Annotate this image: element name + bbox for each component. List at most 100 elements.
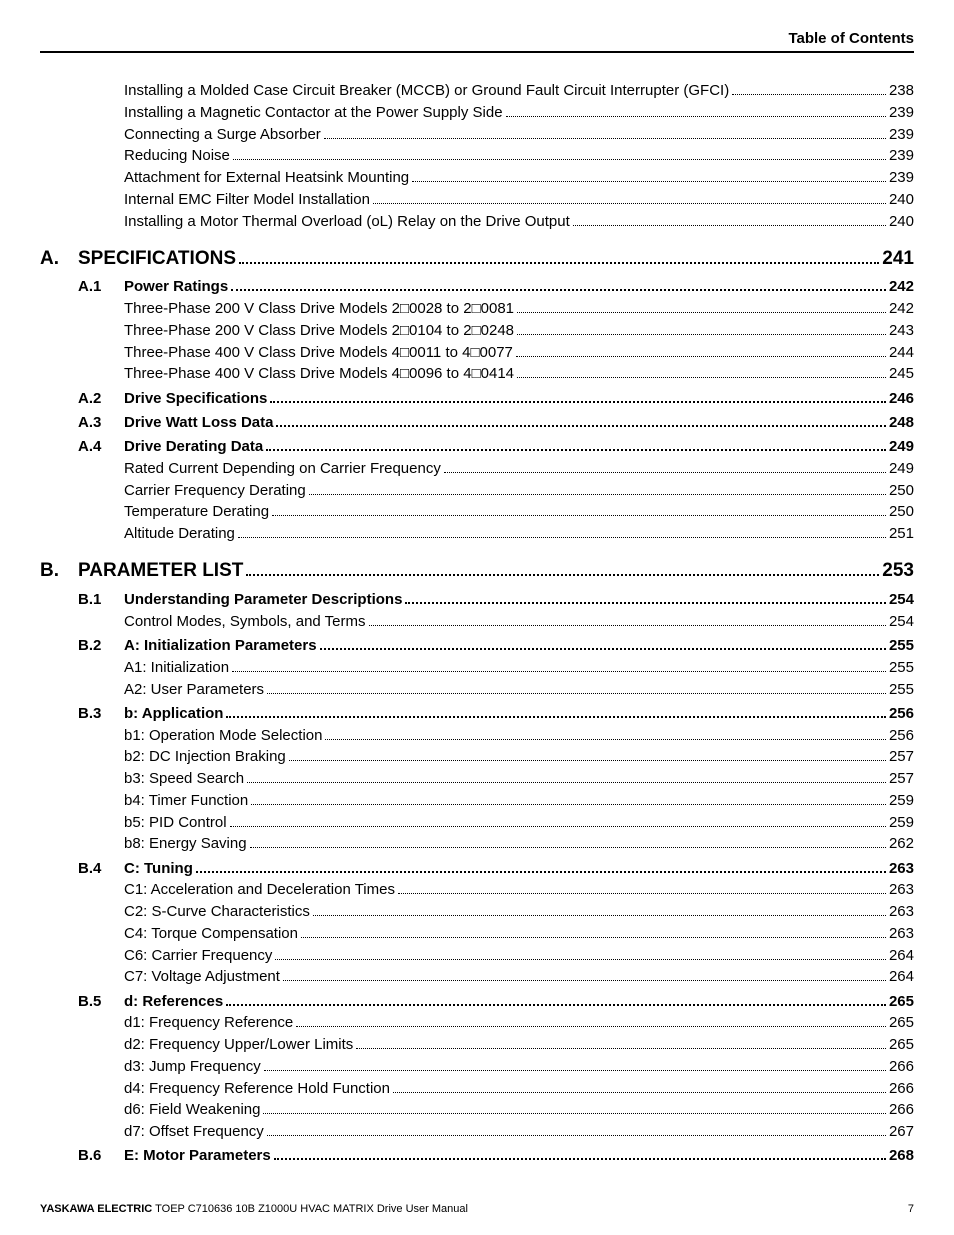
toc-entry-page: 256 [889, 704, 914, 724]
toc-entry: B.2A: Initialization Parameters255 [40, 636, 914, 656]
toc-entry-page: 266 [889, 1100, 914, 1120]
toc-leader-dots [276, 414, 885, 427]
toc-entry-page: 263 [889, 924, 914, 944]
toc-leader-dots [444, 461, 886, 473]
header-rule [40, 51, 914, 53]
toc-entry-page: 240 [889, 190, 914, 210]
toc-leader-dots [270, 390, 886, 403]
toc-entry-title: Drive Watt Loss Data [124, 413, 273, 433]
toc-entry-title: C1: Acceleration and Deceleration Times [124, 880, 395, 900]
toc-entry-title: b4: Timer Function [124, 791, 248, 811]
toc-leader-dots [517, 302, 886, 314]
toc-entry-title: C7: Voltage Adjustment [124, 967, 280, 987]
toc-entry: b1: Operation Mode Selection256 [40, 726, 914, 746]
toc-entry-title: d3: Jump Frequency [124, 1057, 261, 1077]
toc-entry: Connecting a Surge Absorber239 [40, 125, 914, 145]
toc-leader-dots [324, 127, 886, 139]
toc-leader-dots [506, 105, 886, 117]
toc-entry-title: C2: S-Curve Characteristics [124, 902, 310, 922]
toc-leader-dots [274, 1148, 886, 1161]
toc-entry-title: Installing a Motor Thermal Overload (oL)… [124, 212, 570, 232]
toc-entry: Control Modes, Symbols, and Terms254 [40, 612, 914, 632]
toc-entry-page: 262 [889, 834, 914, 854]
toc-entry: Installing a Magnetic Contactor at the P… [40, 103, 914, 123]
toc-entry: Reducing Noise 239 [40, 146, 914, 166]
toc-leader-dots [250, 837, 886, 849]
toc-entry-title: C6: Carrier Frequency [124, 946, 272, 966]
toc-entry: A.SPECIFICATIONS241 [40, 246, 914, 272]
toc-leader-dots [405, 592, 886, 605]
toc-entry: b2: DC Injection Braking257 [40, 747, 914, 767]
toc-entry: d3: Jump Frequency266 [40, 1057, 914, 1077]
footer-doc: TOEP C710636 10B Z1000U HVAC MATRIX Driv… [152, 1203, 468, 1215]
toc-entry-page: 245 [889, 364, 914, 384]
toc-entry-title: Control Modes, Symbols, and Terms [124, 612, 366, 632]
toc-entry-page: 255 [889, 680, 914, 700]
toc-entry-page: 239 [889, 146, 914, 166]
toc-entry-page: 265 [889, 1035, 914, 1055]
toc-entry: C6: Carrier Frequency264 [40, 946, 914, 966]
toc-leader-dots [230, 815, 886, 827]
toc-entry-number: B.5 [78, 992, 124, 1012]
toc-entry-page: 266 [889, 1079, 914, 1099]
toc-entry-title: SPECIFICATIONS [78, 246, 236, 272]
toc-leader-dots [516, 345, 886, 357]
toc-entry-page: 253 [882, 558, 914, 584]
footer-left: YASKAWA ELECTRIC TOEP C710636 10B Z1000U… [40, 1203, 468, 1215]
toc-entry-page: 256 [889, 726, 914, 746]
toc-entry: d2: Frequency Upper/Lower Limits 265 [40, 1035, 914, 1055]
toc-entry-title: A2: User Parameters [124, 680, 264, 700]
toc-entry-number: A.2 [78, 389, 124, 409]
toc-leader-dots [267, 682, 886, 694]
toc-entry: A1: Initialization 255 [40, 658, 914, 678]
toc-entry: A.1Power Ratings242 [40, 277, 914, 297]
toc-leader-dots [232, 660, 886, 672]
toc-entry-page: 248 [889, 413, 914, 433]
toc-entry-page: 249 [889, 437, 914, 457]
toc-leader-dots [325, 728, 886, 740]
toc-entry-page: 267 [889, 1122, 914, 1142]
toc-entry-title: E: Motor Parameters [124, 1146, 271, 1166]
toc-entry-page: 244 [889, 343, 914, 363]
toc-entry-page: 255 [889, 658, 914, 678]
toc-entry-page: 238 [889, 81, 914, 101]
toc-entry: Temperature Derating 250 [40, 502, 914, 522]
footer: YASKAWA ELECTRIC TOEP C710636 10B Z1000U… [40, 1203, 914, 1215]
toc-leader-dots [196, 860, 886, 873]
toc-leader-dots [251, 793, 886, 805]
toc-entry-title: A1: Initialization [124, 658, 229, 678]
toc-entry-title: d7: Offset Frequency [124, 1122, 264, 1142]
toc-entry-title: Installing a Molded Case Circuit Breaker… [124, 81, 729, 101]
toc-entry: b4: Timer Function259 [40, 791, 914, 811]
toc-entry-title: Reducing Noise [124, 146, 230, 166]
toc-entry-page: 250 [889, 502, 914, 522]
toc-entry: Altitude Derating251 [40, 524, 914, 544]
toc-entry-title: d2: Frequency Upper/Lower Limits [124, 1035, 353, 1055]
toc-entry: B.1Understanding Parameter Descriptions2… [40, 590, 914, 610]
toc-entry-title: b: Application [124, 704, 223, 724]
toc-leader-dots [238, 527, 886, 539]
toc-entry: B.3b: Application 256 [40, 704, 914, 724]
toc-entry: Three-Phase 400 V Class Drive Models 4□0… [40, 343, 914, 363]
toc-entry-page: 241 [882, 246, 914, 272]
toc-entry-title: Temperature Derating [124, 502, 269, 522]
toc-leader-dots [226, 705, 886, 718]
toc-leader-dots [573, 214, 886, 226]
toc-leader-dots [272, 505, 886, 517]
toc-entry: A.3Drive Watt Loss Data248 [40, 413, 914, 433]
toc-entry-title: Connecting a Surge Absorber [124, 125, 321, 145]
toc-entry: b5: PID Control259 [40, 813, 914, 833]
toc-entry-page: 255 [889, 636, 914, 656]
toc-entry: C2: S-Curve Characteristics263 [40, 902, 914, 922]
toc-entry-title: C: Tuning [124, 859, 193, 879]
toc-leader-dots [231, 279, 886, 292]
toc-leader-dots [296, 1016, 886, 1028]
toc-entry-title: b3: Speed Search [124, 769, 244, 789]
toc-entry-number: B.6 [78, 1146, 124, 1166]
toc-entry-number: B.1 [78, 590, 124, 610]
toc-entry-number: B.3 [78, 704, 124, 724]
toc-entry-page: 268 [889, 1146, 914, 1166]
toc-entry-title: Three-Phase 400 V Class Drive Models 4□0… [124, 343, 513, 363]
toc-entry: A2: User Parameters 255 [40, 680, 914, 700]
toc-entry-page: 254 [889, 590, 914, 610]
